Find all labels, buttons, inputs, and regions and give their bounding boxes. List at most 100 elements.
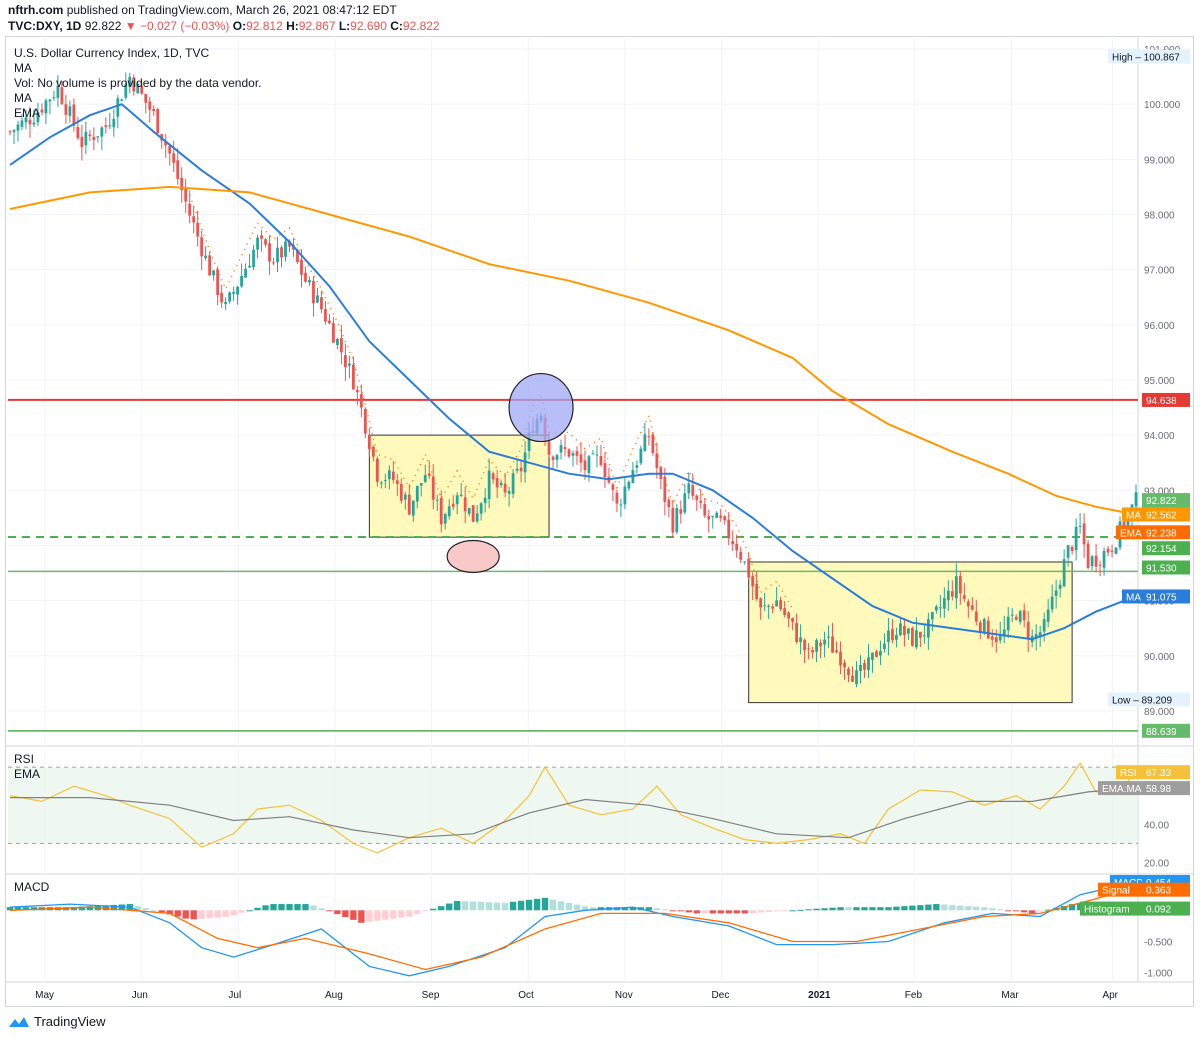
candle	[204, 246, 208, 261]
macd-y-tick-label: -0.500	[1144, 937, 1173, 948]
legend-ma[interactable]: MA	[14, 61, 32, 75]
candle-body	[879, 651, 882, 656]
candle-body	[1110, 550, 1114, 553]
price-tag-2[interactable]: MA 92.562	[1122, 507, 1190, 522]
candle-body	[998, 635, 1002, 641]
price-tag-3[interactable]: EMA 92.238	[1116, 525, 1190, 540]
histogram-bar	[86, 906, 94, 911]
candle	[359, 384, 363, 418]
histogram-bar	[198, 910, 205, 919]
candle-body	[1082, 523, 1086, 545]
candle-body	[1122, 521, 1126, 529]
candle-body	[184, 187, 188, 202]
histogram-bar	[406, 910, 413, 917]
candle	[48, 98, 52, 115]
candle	[1014, 614, 1018, 621]
histogram-bar	[1028, 910, 1036, 914]
legend-ema[interactable]: EMA	[14, 106, 41, 120]
rsi-tag-0[interactable]: RSI 67.33	[1116, 765, 1190, 780]
macd-tag-1[interactable]: Signal 0.363	[1098, 882, 1190, 897]
histogram-bar	[925, 904, 932, 911]
price-tag-7[interactable]: 88.639	[1142, 723, 1190, 738]
candle	[599, 444, 603, 467]
candle	[1086, 540, 1090, 570]
macd-tag-2[interactable]: Histogram 0.092	[1080, 901, 1190, 916]
macd-title[interactable]: MACD	[14, 880, 50, 894]
candle-body	[192, 216, 196, 223]
candle-body	[783, 608, 787, 615]
footer-brand[interactable]: TradingView	[34, 1014, 106, 1029]
candle	[751, 572, 755, 600]
candle	[611, 482, 615, 502]
candle-body	[1094, 555, 1098, 567]
histogram-bar	[909, 905, 916, 911]
candle-body	[471, 505, 475, 522]
candle-body	[32, 122, 36, 125]
histogram-bar	[22, 907, 30, 911]
candle-body	[595, 454, 599, 456]
publisher-name[interactable]: nftrh.com	[8, 3, 64, 17]
rsi-ema-title[interactable]: EMA	[14, 767, 41, 781]
candle	[124, 72, 128, 100]
candle	[899, 618, 902, 637]
candle-body	[807, 648, 810, 650]
candle-body	[1038, 632, 1042, 637]
candle	[20, 113, 24, 131]
candle	[563, 434, 567, 457]
candle	[1062, 549, 1066, 587]
histogram-bar	[110, 904, 118, 911]
price-tag-4[interactable]: 92.154	[1142, 541, 1190, 556]
candle-body	[603, 463, 607, 477]
candle	[731, 530, 735, 551]
histogram-bar	[765, 910, 772, 912]
candle	[36, 102, 40, 127]
candle	[575, 446, 579, 465]
candle	[1074, 518, 1078, 561]
candle-body	[407, 494, 411, 515]
symbol-label[interactable]: TVC:DXY, 1D	[8, 19, 82, 33]
histogram-bar	[238, 910, 245, 913]
price-tag-5[interactable]: 91.530	[1142, 560, 1190, 575]
rsi-title[interactable]: RSI	[14, 752, 35, 766]
candle	[479, 502, 483, 521]
candle-body	[950, 591, 954, 597]
legend-title[interactable]: U.S. Dollar Currency Index, 1D, TVC	[14, 46, 210, 60]
rsi-tag-1[interactable]: EMA:MA 58.98	[1098, 781, 1190, 796]
histogram-bar	[573, 904, 581, 911]
legend-ma-2[interactable]: MA	[14, 91, 32, 105]
histogram-bar	[230, 910, 237, 916]
candle-body	[747, 558, 751, 578]
low-tag-text: Low – 89.209	[1112, 695, 1172, 706]
candle	[791, 617, 795, 631]
histogram-bar	[653, 908, 661, 911]
candle	[783, 601, 787, 618]
histogram-bar	[549, 899, 557, 911]
candle	[567, 448, 571, 459]
candle	[1094, 543, 1098, 573]
candle	[108, 112, 112, 130]
histogram-bar	[645, 907, 653, 911]
candle-body	[759, 598, 763, 608]
candle-body	[511, 473, 515, 494]
candle	[280, 245, 283, 268]
candle-body	[64, 104, 68, 115]
price-tag-6[interactable]: MA 91.075	[1122, 589, 1190, 604]
candle-body	[395, 480, 399, 484]
candle	[304, 266, 307, 283]
candle-body	[1102, 550, 1106, 568]
candle	[659, 465, 663, 490]
candle	[1090, 554, 1094, 571]
candle-body	[715, 512, 719, 518]
low-value: 92.690	[350, 19, 387, 33]
candle	[815, 638, 818, 663]
candle-body	[495, 478, 499, 488]
candle-body	[308, 280, 311, 283]
chart-canvas[interactable]: 89.00090.00091.00092.00093.00094.00095.0…	[0, 36, 1200, 1008]
candle	[260, 229, 263, 252]
candle-body	[8, 131, 12, 133]
price-tag-0[interactable]: 94.638	[1142, 392, 1190, 407]
candle-body	[132, 77, 136, 92]
histogram-bar	[326, 910, 333, 912]
candle	[1006, 607, 1010, 639]
candle-body	[1018, 611, 1022, 622]
